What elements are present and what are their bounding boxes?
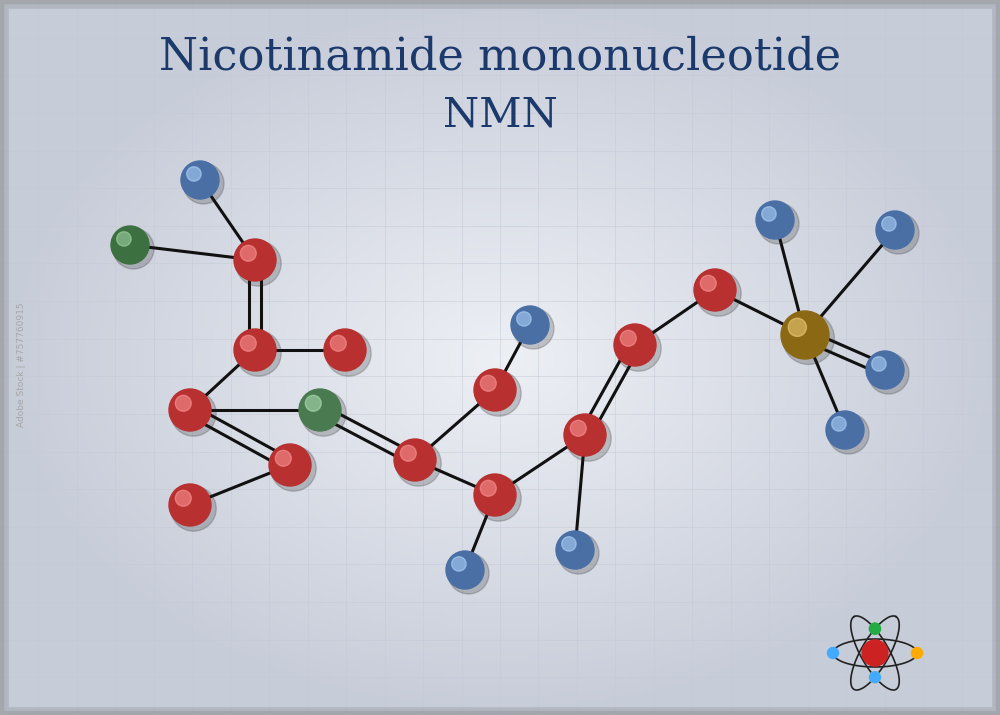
Circle shape <box>556 531 594 569</box>
Circle shape <box>183 163 224 204</box>
Circle shape <box>558 533 599 574</box>
Circle shape <box>394 439 436 481</box>
Circle shape <box>882 217 896 231</box>
Circle shape <box>169 484 211 526</box>
Circle shape <box>862 640 888 666</box>
Circle shape <box>912 648 922 659</box>
Circle shape <box>758 203 799 244</box>
Circle shape <box>275 450 291 466</box>
Circle shape <box>111 226 149 264</box>
Circle shape <box>181 161 219 199</box>
Circle shape <box>446 551 484 589</box>
Circle shape <box>700 275 716 291</box>
Circle shape <box>236 331 281 376</box>
Circle shape <box>236 241 281 286</box>
Circle shape <box>620 330 636 346</box>
Circle shape <box>169 389 211 431</box>
Circle shape <box>480 375 496 391</box>
Text: NMN: NMN <box>443 95 557 135</box>
Circle shape <box>171 485 216 531</box>
Circle shape <box>480 480 496 496</box>
Circle shape <box>869 671 880 683</box>
Circle shape <box>324 329 366 371</box>
Circle shape <box>175 490 191 506</box>
Circle shape <box>872 357 886 371</box>
Circle shape <box>117 232 131 246</box>
Text: Adobe Stock | #757760915: Adobe Stock | #757760915 <box>17 302 27 428</box>
Circle shape <box>299 389 341 431</box>
Circle shape <box>788 318 806 337</box>
Circle shape <box>832 417 846 431</box>
Circle shape <box>269 444 311 486</box>
Circle shape <box>305 395 321 411</box>
Circle shape <box>175 395 191 411</box>
Circle shape <box>240 245 256 261</box>
Circle shape <box>396 441 441 486</box>
Circle shape <box>448 553 489 594</box>
Circle shape <box>869 623 880 634</box>
Circle shape <box>234 329 276 371</box>
Circle shape <box>476 475 521 521</box>
Circle shape <box>566 416 611 461</box>
Circle shape <box>474 474 516 516</box>
Circle shape <box>783 312 834 365</box>
Circle shape <box>562 537 576 551</box>
Circle shape <box>870 623 881 634</box>
Circle shape <box>781 311 829 359</box>
Circle shape <box>868 353 909 394</box>
Circle shape <box>517 312 531 326</box>
Circle shape <box>828 413 869 454</box>
Circle shape <box>171 391 216 436</box>
Circle shape <box>826 411 864 449</box>
Text: Nicotinamide mononucleotide: Nicotinamide mononucleotide <box>159 36 841 79</box>
Circle shape <box>866 351 904 389</box>
Circle shape <box>400 445 416 461</box>
Circle shape <box>878 213 919 254</box>
Circle shape <box>513 308 554 349</box>
Circle shape <box>696 271 741 316</box>
Circle shape <box>326 331 371 376</box>
Circle shape <box>511 306 549 344</box>
Circle shape <box>113 228 154 269</box>
Circle shape <box>570 420 586 436</box>
Circle shape <box>756 201 794 239</box>
Circle shape <box>694 269 736 311</box>
Circle shape <box>564 414 606 456</box>
Circle shape <box>616 326 661 371</box>
Circle shape <box>271 446 316 491</box>
Circle shape <box>234 239 276 281</box>
Circle shape <box>476 371 521 416</box>
Circle shape <box>474 369 516 411</box>
Circle shape <box>187 167 201 181</box>
Circle shape <box>876 211 914 249</box>
Circle shape <box>828 648 839 659</box>
Circle shape <box>870 671 881 683</box>
Circle shape <box>614 324 656 366</box>
Circle shape <box>301 391 346 436</box>
Circle shape <box>452 557 466 571</box>
Circle shape <box>240 335 256 351</box>
Circle shape <box>762 207 776 221</box>
Circle shape <box>330 335 346 351</box>
